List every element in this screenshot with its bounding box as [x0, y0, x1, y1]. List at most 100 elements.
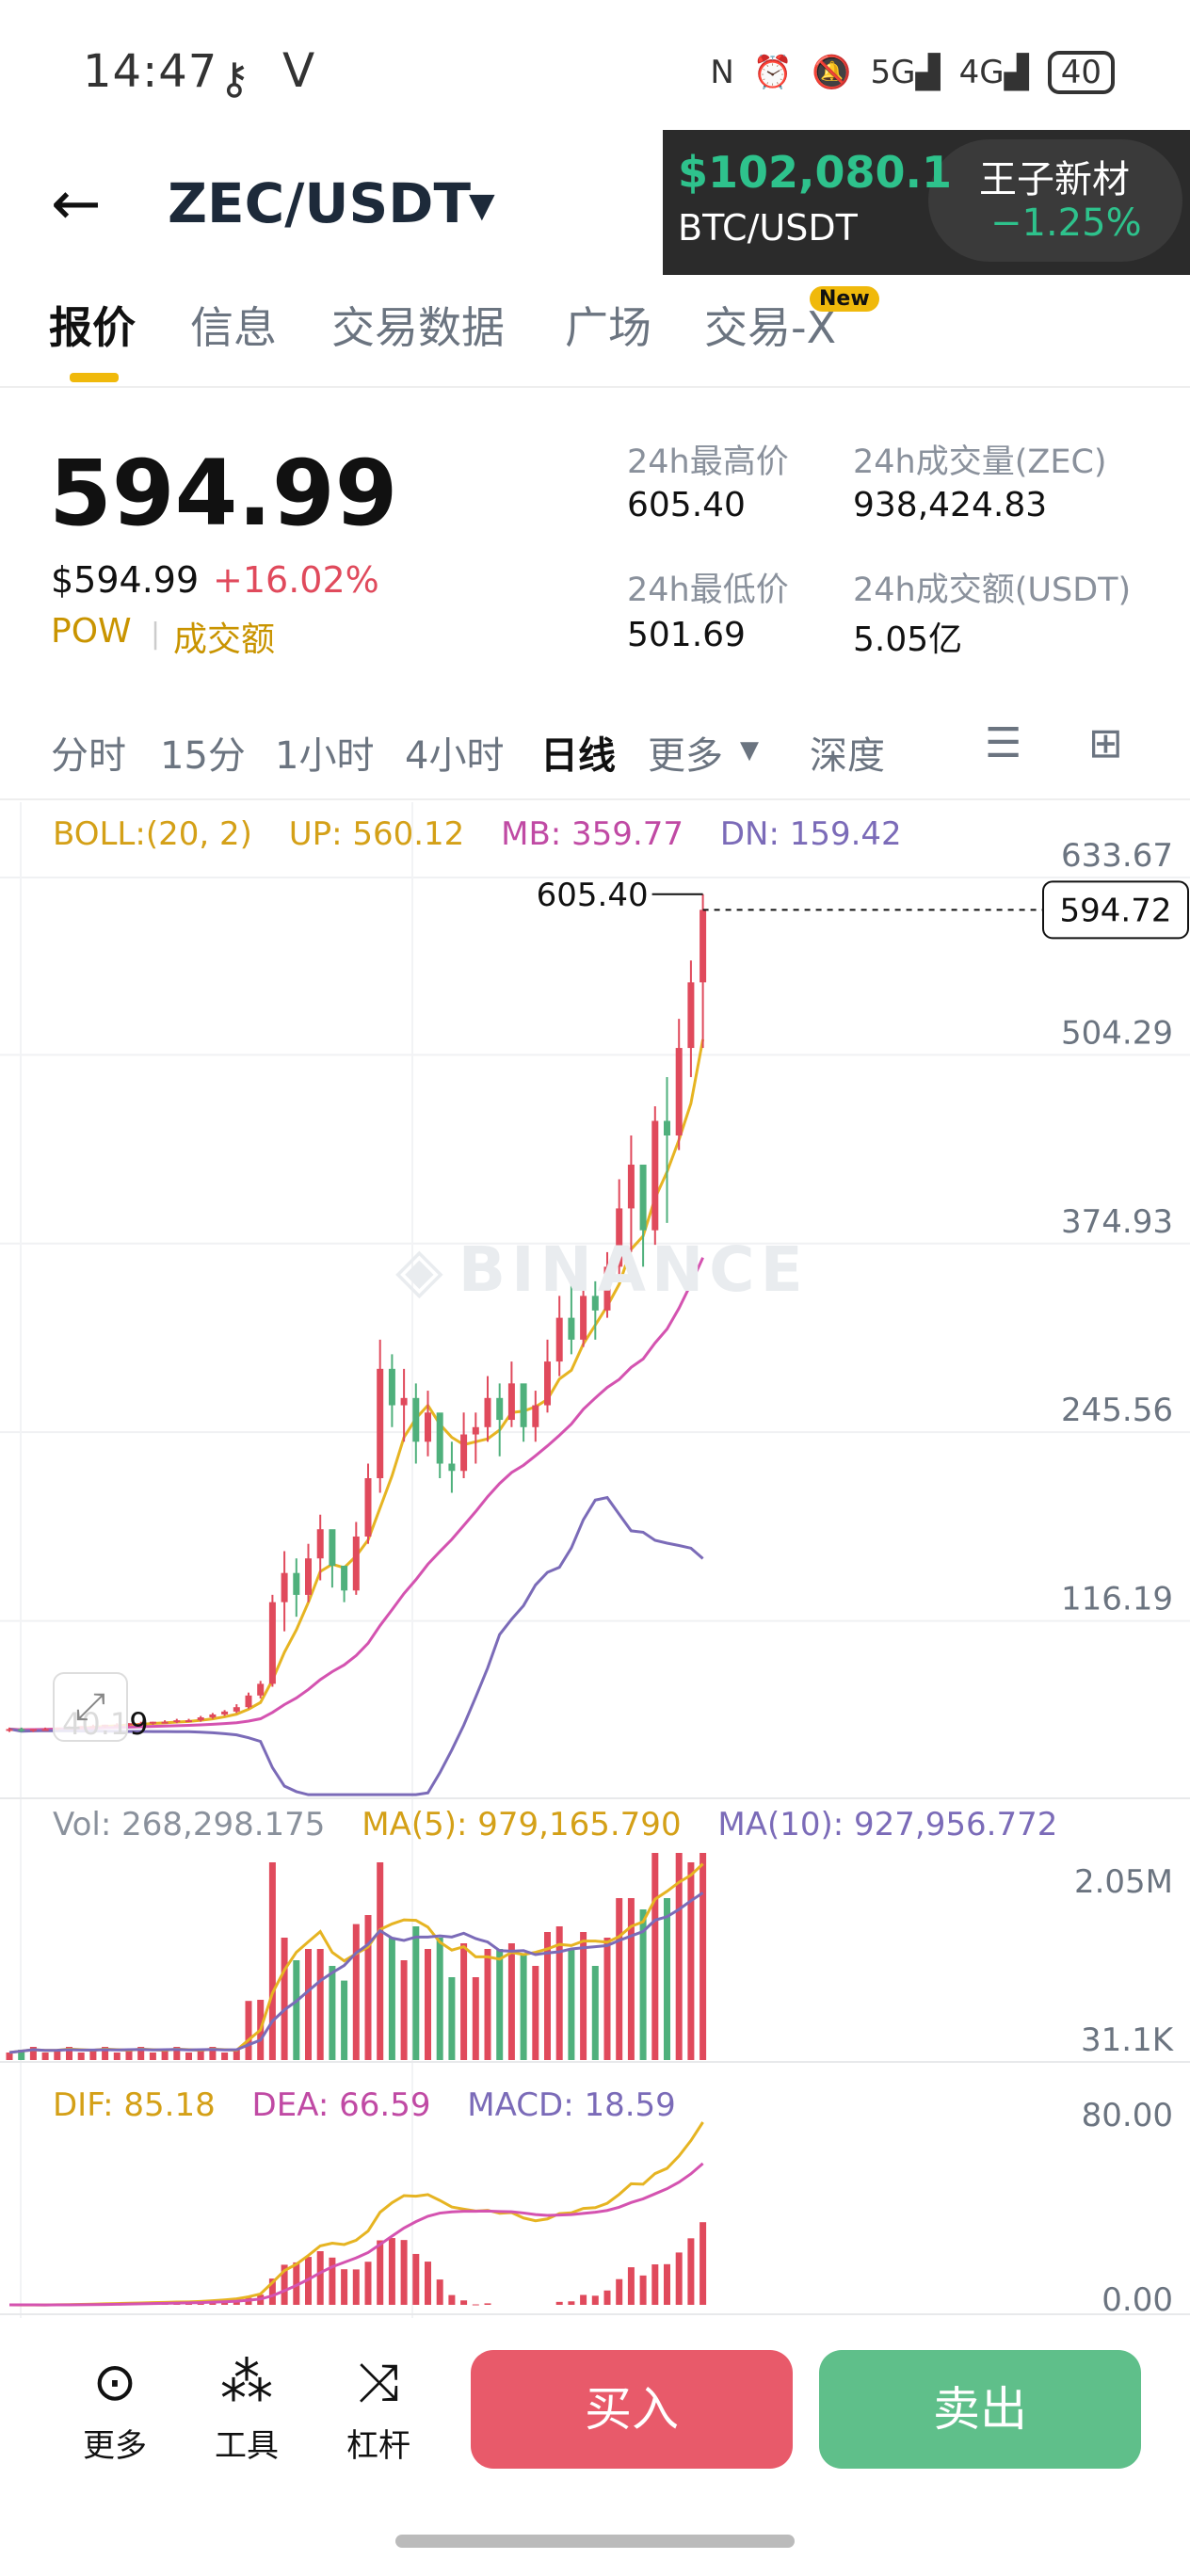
candlestick-chart[interactable]: 633.67 504.29 374.93 245.56 116.19 605.40 594.…: [0, 802, 1190, 2318]
buy-button[interactable]: 买入: [471, 2350, 793, 2469]
tab-square[interactable]: 广场: [565, 302, 651, 353]
volume-bar: [221, 2053, 229, 2060]
volume-bar: [102, 2047, 109, 2060]
candle-body: [603, 1266, 611, 1311]
candle-body: [664, 1120, 670, 1135]
candle-body: [257, 1683, 265, 1696]
volume-bar: [329, 1966, 336, 2060]
macd-bar: [316, 2251, 324, 2305]
candle-body: [591, 1296, 599, 1311]
vol-axis-top: 2.05M: [1074, 1863, 1173, 1901]
home-indicator[interactable]: [395, 2535, 795, 2548]
macd-bar: [664, 2263, 670, 2305]
candle-body: [305, 1558, 312, 1595]
vol-ma10: MA(10): 927,956.772: [717, 1806, 1058, 1843]
grid-layout-icon[interactable]: ⊞: [1088, 719, 1123, 767]
tab-info[interactable]: 信息: [190, 302, 277, 353]
interval-more[interactable]: 更多: [648, 734, 723, 778]
expand-chart-icon[interactable]: ⤢: [53, 1672, 128, 1742]
interval-15m[interactable]: 15分: [160, 734, 246, 778]
macd-bar: [281, 2264, 288, 2305]
ticker-change: −1.25%: [990, 201, 1142, 245]
vol-value: Vol: 268,298.175: [53, 1806, 326, 1843]
macd-bar: [616, 2278, 623, 2305]
ticker-price: $102,080.1: [678, 147, 953, 198]
interval-4h[interactable]: 4小时: [405, 734, 505, 778]
chart-area[interactable]: 633.67 504.29 374.93 245.56 116.19 605.40 594.…: [0, 802, 1190, 2318]
tab-active-indicator: [70, 373, 119, 382]
tools-label: 工具: [215, 2427, 279, 2465]
macd-bar: [675, 2252, 683, 2305]
tab-quote[interactable]: 报价: [49, 302, 136, 353]
interval-1h[interactable]: 1小时: [275, 734, 375, 778]
stat-vol-value: 938,424.83: [853, 486, 1048, 524]
tab-trade-data[interactable]: 交易数据: [331, 302, 505, 353]
macd-value: MACD: 18.59: [467, 2086, 676, 2124]
tag-volume[interactable]: 成交额: [173, 620, 276, 659]
volume-bar: [555, 1926, 563, 2060]
caret-down-icon[interactable]: ▼: [469, 186, 495, 225]
interval-timeline[interactable]: 分时: [51, 734, 126, 778]
candle-body: [448, 1463, 456, 1472]
boll-dn: DN: 159.42: [719, 815, 902, 853]
volume-bar: [448, 1977, 456, 2060]
chart-settings-icon[interactable]: ☰: [985, 719, 1022, 767]
volume-bar: [484, 1949, 491, 2060]
bottom-action-bar: ⊙ 更多 ⁂ 工具 ⤨ 杠杆 买入 卖出: [0, 2322, 1190, 2501]
candle-body: [197, 1717, 204, 1721]
ticker-stock-name: 王子新材: [979, 158, 1130, 201]
top-bar: ← ZEC/USDT ▼: [0, 151, 1190, 254]
candle-body: [425, 1412, 431, 1442]
candle-body: [627, 1164, 635, 1209]
macd-bar: [651, 2264, 659, 2305]
candle-body: [496, 1397, 504, 1421]
volume-bar: [580, 1932, 587, 2060]
pair-title[interactable]: ZEC/USDT: [168, 171, 472, 235]
leverage-label: 杠杆: [346, 2427, 410, 2465]
candle-body: [460, 1434, 468, 1472]
candle-body: [412, 1397, 420, 1442]
candle-body: [221, 1711, 229, 1715]
more-button[interactable]: ⊙ 更多: [68, 2350, 162, 2466]
back-arrow-icon[interactable]: ←: [51, 169, 102, 239]
candle-body: [6, 1729, 13, 1731]
macd-bar: [555, 2301, 563, 2305]
candle-body: [400, 1397, 408, 1406]
macd-bar: [377, 2240, 384, 2305]
candle-body: [209, 1714, 217, 1718]
volume-bar: [173, 2047, 181, 2060]
volume-bar: [209, 2047, 217, 2060]
stat-high-value: 605.40: [627, 486, 746, 524]
candle-body: [329, 1529, 336, 1566]
volume-bar: [77, 2053, 85, 2060]
interval-depth[interactable]: 深度: [810, 734, 885, 778]
volume-bar: [400, 1960, 408, 2060]
volume-bar: [41, 2053, 49, 2060]
macd-bar: [627, 2267, 635, 2305]
volume-bar: [496, 1949, 504, 2060]
tag-pow[interactable]: POW: [51, 612, 132, 651]
candle-body: [675, 1048, 683, 1135]
volume-bar: [603, 1938, 611, 2060]
volume-bar: [364, 1915, 372, 2060]
volume-bar: [341, 1980, 348, 2060]
caret-down-icon[interactable]: ▼: [740, 736, 759, 765]
interval-1d[interactable]: 日线: [540, 734, 616, 778]
candle-body: [616, 1208, 623, 1267]
volume-bar: [316, 1949, 324, 2060]
y-axis-label: 374.93: [1061, 1203, 1173, 1241]
tag-separator: |: [151, 618, 161, 651]
more-dots-icon: ⊙: [92, 2352, 137, 2413]
macd-dea: DEA: 66.59: [251, 2086, 431, 2124]
floating-ticker-widget[interactable]: $102,080.1 BTC/USDT 王子新材 −1.25%: [663, 130, 1190, 275]
stat-low-value: 501.69: [627, 616, 746, 654]
macd-dea-line: [8, 2162, 704, 2307]
tab-trade-x[interactable]: 交易-X: [704, 302, 837, 353]
sell-button[interactable]: 卖出: [819, 2350, 1141, 2469]
macd-bar: [364, 2262, 372, 2305]
volume-bar: [700, 1853, 707, 2060]
leverage-button[interactable]: ⤨ 杠杆: [331, 2350, 426, 2466]
tools-button[interactable]: ⁂ 工具: [200, 2350, 294, 2466]
signal-4g-icon: 4G▟: [958, 54, 1029, 91]
battery-icon: 40: [1047, 51, 1115, 94]
